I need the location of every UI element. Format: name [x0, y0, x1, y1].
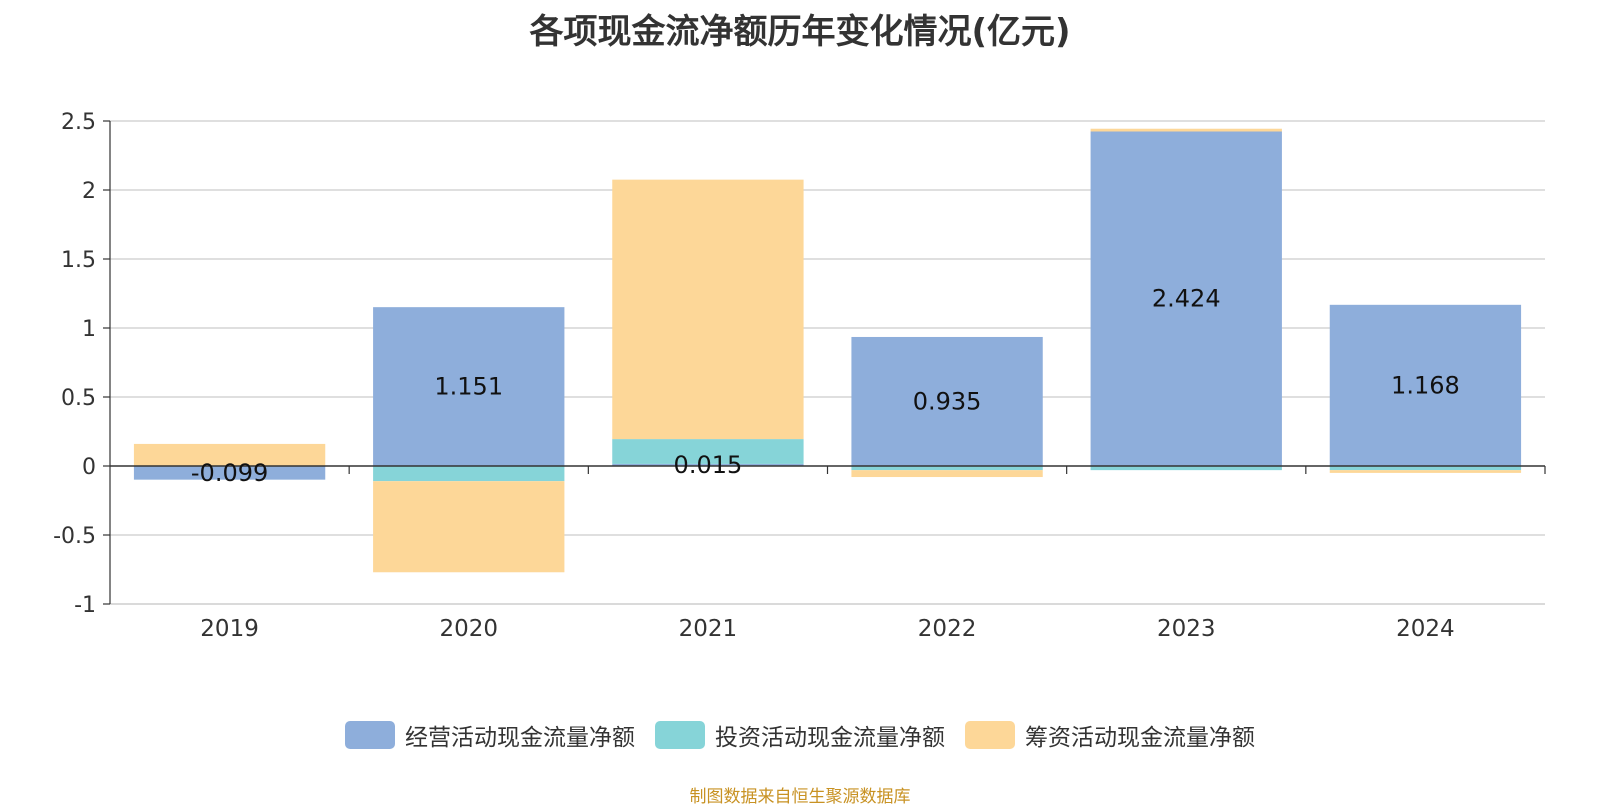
- x-tick-label: 2023: [1157, 616, 1216, 642]
- data-label-2022: 0.935: [913, 387, 982, 415]
- bar-chart: 2.5 2 1.5 1 0.5 0 -0.5 -1 2019 2020 2021 2022 2023 20…: [53, 110, 1546, 642]
- x-tick-label: 2021: [679, 616, 738, 642]
- data-label-2020: 1.151: [434, 373, 503, 401]
- bars: [133, 128, 1522, 573]
- bar-2019-series-0[interactable]: [133, 466, 326, 480]
- bar-2021-series-2[interactable]: [612, 179, 804, 440]
- chart-title: 各项现金流净额历年变化情况(亿元): [529, 12, 1071, 52]
- data-label-2024: 1.168: [1391, 371, 1460, 399]
- y-tick-label: -0.5: [53, 524, 96, 549]
- bar-2023-series-1[interactable]: [1090, 466, 1282, 471]
- x-tick-label: 2020: [439, 616, 498, 642]
- y-tick-label: 0.5: [61, 386, 96, 411]
- legend-label-investing: 投资活动现金流量净额: [715, 725, 945, 751]
- y-tick-label: -1: [74, 593, 96, 618]
- bar-2020-series-2[interactable]: [373, 481, 565, 573]
- axes: 2.5 2 1.5 1 0.5 0 -0.5 -1 2019 2020 2021 2022 2023 20…: [53, 110, 1546, 642]
- data-label-2021: 0.015: [674, 451, 743, 479]
- bar-2021-series-1[interactable]: [612, 439, 804, 464]
- x-tick-label: 2019: [200, 616, 259, 642]
- data-source-note: 制图数据来自恒生聚源数据库: [689, 787, 911, 807]
- y-tick-label: 1.5: [61, 248, 96, 273]
- legend-swatch-investing: [655, 721, 705, 749]
- bar-2022-series-1[interactable]: [851, 466, 1043, 471]
- legend-item-operating[interactable]: 经营活动现金流量净额: [345, 718, 635, 752]
- bar-2019-series-2[interactable]: [133, 443, 326, 466]
- bar-2020-series-0[interactable]: [373, 307, 565, 466]
- bar-2022-series-0[interactable]: [851, 336, 1043, 466]
- y-tick-label: 1: [82, 317, 96, 342]
- bar-2021-series-0[interactable]: [612, 463, 804, 466]
- y-tick-label: 2: [82, 179, 96, 204]
- bar-2020-series-1[interactable]: [373, 466, 565, 482]
- legend: 经营活动现金流量净额 投资活动现金流量净额 筹资活动现金流量净额: [0, 718, 1600, 752]
- bar-2023-series-2[interactable]: [1090, 128, 1282, 132]
- x-tick-label: 2022: [918, 616, 977, 642]
- bar-2022-series-2[interactable]: [851, 470, 1043, 478]
- legend-item-investing[interactable]: 投资活动现金流量净额: [655, 718, 945, 752]
- grid-lines: [110, 120, 1545, 605]
- legend-swatch-operating: [345, 721, 395, 749]
- bar-2023-series-0[interactable]: [1090, 131, 1282, 466]
- x-tick-label: 2024: [1396, 616, 1455, 642]
- y-tick-label: 0: [82, 455, 96, 480]
- legend-label-operating: 经营活动现金流量净额: [405, 725, 635, 751]
- data-label-2023: 2.424: [1152, 285, 1221, 313]
- bar-2024-series-0[interactable]: [1329, 304, 1522, 466]
- y-tick-label: 2.5: [61, 110, 96, 135]
- legend-item-financing[interactable]: 筹资活动现金流量净额: [965, 718, 1255, 752]
- data-labels: -0.099 1.151 0.015 0.935 2.424 1.168: [191, 285, 1460, 487]
- bar-2024-series-1[interactable]: [1329, 466, 1522, 471]
- legend-label-financing: 筹资活动现金流量净额: [1025, 725, 1255, 751]
- legend-swatch-financing: [965, 721, 1015, 749]
- bar-2024-series-2[interactable]: [1329, 470, 1522, 473]
- data-label-2019: -0.099: [191, 459, 268, 487]
